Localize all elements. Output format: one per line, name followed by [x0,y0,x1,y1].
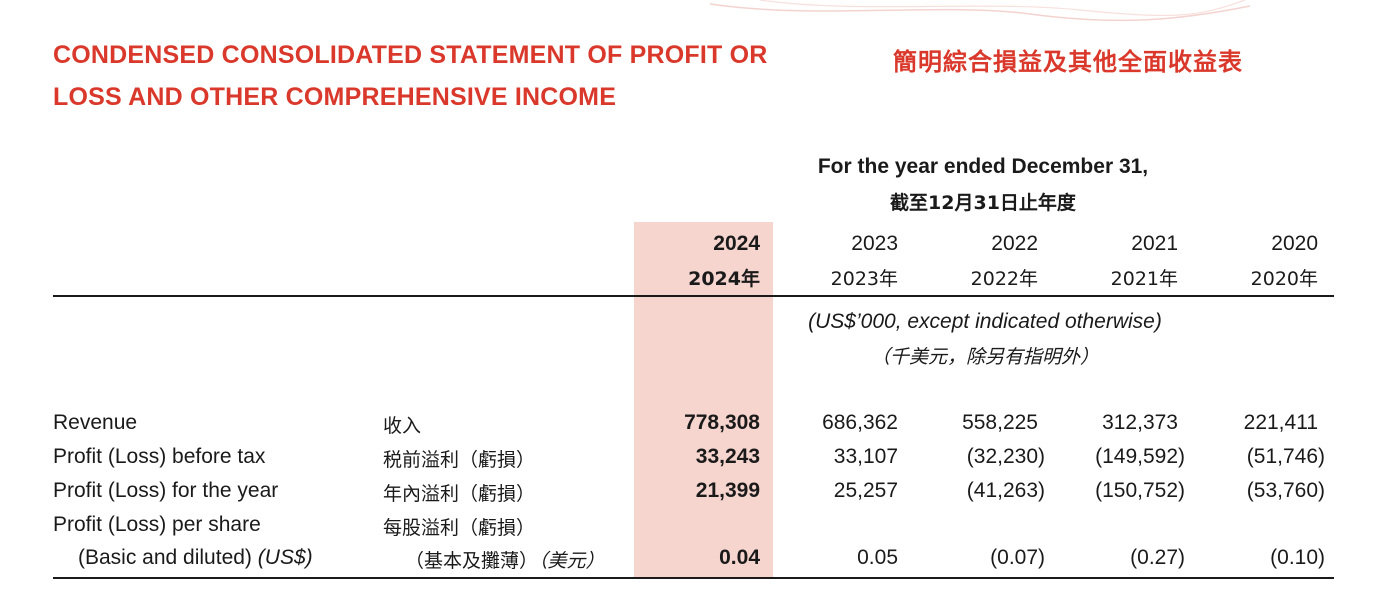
year-header-2021: 2021 [1131,232,1178,255]
year-header-2023-zh: 2023年 [830,268,898,290]
row-label-profit-for-year-zh: 年內溢利（虧損） [383,483,536,505]
cell-pbt-2022: (32,230) [966,445,1045,468]
cell-revenue-2022: 558,225 [962,411,1038,434]
eps-unit-text: (US$) [257,546,313,569]
cell-eps-2023: 0.05 [857,546,898,569]
row-label-eps-basis: (Basic and diluted) (US$) [78,546,313,570]
cell-pbt-2023: 33,107 [833,445,898,468]
table-top-rule [53,295,1334,297]
period-heading-en: For the year ended December 31, [817,155,1149,178]
year-header-2020: 2020 [1271,232,1318,255]
year-header-2022: 2022 [991,232,1038,255]
cell-pfy-2021: (150,752) [1095,479,1185,502]
unit-note-zh: （千美元，除另有指明外） [870,346,1099,368]
eps-basis-text: (Basic and diluted) [78,546,252,569]
table-bottom-rule [53,577,1334,579]
cell-eps-2020: (0.10) [1270,546,1325,569]
period-heading-zh: 截至12月31日止年度 [890,192,1076,214]
row-label-eps-basis-zh: （基本及攤薄）（美元） [405,546,605,573]
page-title-chinese: 簡明綜合損益及其他全面收益表 [893,48,1243,76]
year-header-2023: 2023 [851,232,898,255]
row-label-eps-zh: 每股溢利（虧損） [383,517,536,539]
cell-revenue-2023: 686,362 [822,411,898,434]
row-label-profit-before-tax-zh: 税前溢利（虧損） [383,449,536,471]
cell-pfy-2024: 21,399 [695,479,760,502]
year-header-2021-zh: 2021年 [1110,268,1178,290]
year-header-2024-zh: 2024年 [688,268,760,290]
year-header-2020-zh: 2020年 [1250,268,1318,290]
unit-note-en: (US$’000, except indicated otherwise) [808,310,1162,333]
row-label-profit-for-year: Profit (Loss) for the year [53,479,279,502]
page-title-line-1: CONDENSED CONSOLIDATED STATEMENT OF PROF… [53,41,768,69]
cell-pfy-2022: (41,263) [966,479,1045,502]
cell-eps-2022: (0.07) [990,546,1045,569]
cell-pfy-2023: 25,257 [833,479,898,502]
row-label-eps: Profit (Loss) per share [53,513,261,536]
cell-revenue-2020: 221,411 [1243,411,1318,434]
page-title-line-2: LOSS AND OTHER COMPREHENSIVE INCOME [53,83,617,111]
cell-revenue-2021: 312,373 [1102,411,1178,434]
cell-pfy-2020: (53,760) [1246,479,1325,502]
row-label-revenue-zh: 收入 [383,415,422,437]
year-header-2024: 2024 [713,232,760,255]
eps-unit-text-zh: （美元） [538,550,605,572]
year-header-2022-zh: 2022年 [970,268,1038,290]
row-label-revenue: Revenue [53,411,138,434]
cell-pbt-2021: (149,592) [1095,445,1185,468]
cell-eps-2024: 0.04 [719,546,760,569]
cell-pbt-2020: (51,746) [1246,445,1325,468]
current-year-highlight-column [634,222,773,578]
eps-basis-text-zh: （基本及攤薄） [405,550,539,572]
cell-revenue-2024: 778,308 [684,411,760,434]
row-label-profit-before-tax: Profit (Loss) before tax [53,445,266,468]
decorative-swirl [709,0,1251,22]
cell-eps-2021: (0.27) [1130,546,1185,569]
cell-pbt-2024: 33,243 [695,445,760,468]
